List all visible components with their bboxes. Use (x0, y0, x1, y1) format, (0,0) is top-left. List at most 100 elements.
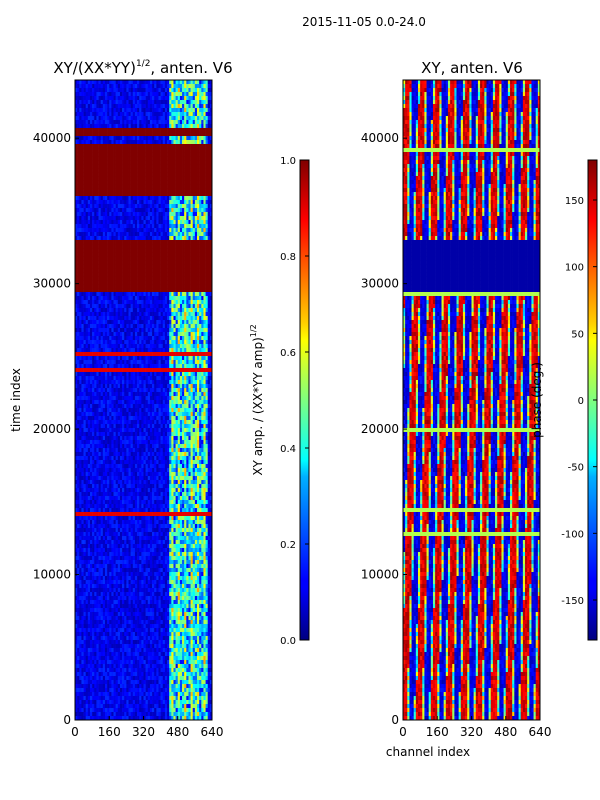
heatmap-cell (145, 160, 149, 165)
heatmap-cell (117, 264, 121, 269)
heatmap-cell (149, 340, 153, 345)
heatmap-cell (132, 244, 136, 249)
heatmap-cell (173, 164, 176, 169)
heatmap-cell (179, 176, 183, 181)
heatmap-cell (201, 108, 204, 113)
heatmap-cell (154, 160, 157, 165)
heatmap-cell (197, 204, 200, 209)
heatmap-cell (128, 276, 131, 281)
heatmap-cell (141, 192, 144, 197)
heatmap-cell (184, 144, 187, 149)
heatmap-cell (205, 84, 209, 89)
heatmap-cell (132, 140, 136, 145)
heatmap-cell (139, 360, 142, 365)
heatmap-cell (122, 376, 125, 381)
heatmap-cell (177, 80, 181, 85)
heatmap-cell (162, 196, 166, 201)
heatmap-cell (107, 348, 110, 353)
heatmap-cell (158, 80, 161, 85)
heatmap-cell (102, 288, 106, 293)
heatmap-cell (167, 304, 170, 309)
heatmap-cell (171, 348, 174, 353)
heatmap-cell (126, 152, 129, 157)
heatmap-cell (102, 260, 106, 265)
heatmap-cell (160, 216, 164, 221)
heatmap-cell (199, 124, 202, 129)
heatmap-cell (160, 324, 164, 329)
heatmap-cell (81, 352, 84, 357)
heatmap-cell (117, 240, 121, 245)
heatmap-cell (128, 272, 131, 277)
heatmap-cell (188, 108, 191, 113)
heatmap-cell (175, 316, 179, 321)
heatmap-cell (111, 324, 114, 329)
heatmap-cell (109, 288, 112, 293)
heatmap-cell (85, 116, 89, 121)
heatmap-cell (77, 112, 80, 117)
heatmap-cell (134, 228, 138, 233)
heatmap-cell (175, 324, 179, 329)
heatmap-cell (158, 300, 161, 305)
heatmap-cell (102, 184, 106, 189)
heatmap-cell (104, 296, 108, 301)
heatmap-cell (143, 108, 146, 113)
heatmap-cell (186, 224, 189, 229)
heatmap-cell (162, 308, 166, 313)
heatmap-cell (124, 156, 127, 161)
heatmap-cell (147, 200, 151, 205)
heatmap-cell (96, 84, 99, 89)
heatmap-cell (115, 276, 119, 281)
heatmap-cell (182, 188, 185, 193)
heatmap-cell (201, 320, 204, 325)
heatmap-cell (152, 320, 155, 325)
heatmap-cell (92, 220, 95, 225)
heatmap-cell (98, 336, 101, 341)
heatmap-cell (201, 328, 204, 333)
heatmap-cell (203, 368, 206, 373)
heatmap-cell (188, 120, 191, 125)
heatmap-cell (77, 312, 80, 317)
heatmap-cell (141, 284, 144, 289)
heatmap-cell (100, 176, 104, 181)
heatmap-cell (184, 356, 187, 361)
heatmap-cell (156, 320, 159, 325)
heatmap-cell (207, 320, 211, 325)
heatmap-cell (152, 384, 155, 389)
heatmap-cell (162, 252, 166, 257)
heatmap-cell (160, 252, 164, 257)
heatmap-cell (145, 216, 149, 221)
heatmap-cell (124, 176, 127, 181)
heatmap-cell (205, 232, 209, 237)
heatmap-cell (184, 320, 187, 325)
heatmap-cell (164, 388, 168, 393)
heatmap-cell (186, 228, 189, 233)
heatmap-cell (119, 268, 123, 273)
heatmap-cell (197, 328, 200, 333)
heatmap-cell (100, 104, 104, 109)
heatmap-cell (190, 308, 194, 313)
heatmap-cell (96, 168, 99, 173)
heatmap-cell (156, 356, 159, 361)
heatmap-cell (184, 228, 187, 233)
heatmap-cell (94, 312, 97, 317)
heatmap-cell (169, 352, 172, 357)
heatmap-cell (164, 124, 168, 129)
heatmap-cell (194, 196, 198, 201)
heatmap-cell (143, 168, 146, 173)
heatmap-cell (188, 240, 191, 245)
heatmap-cell (167, 384, 170, 389)
heatmap-cell (85, 364, 89, 369)
heatmap-cell (102, 248, 106, 253)
heatmap-cell (96, 372, 99, 377)
heatmap-cell (139, 388, 142, 393)
heatmap-cell (145, 184, 149, 189)
heatmap-cell (75, 96, 78, 101)
heatmap-cell (162, 156, 166, 161)
heatmap-cell (117, 232, 121, 237)
heatmap-cell (194, 336, 198, 341)
heatmap-cell (143, 384, 146, 389)
heatmap-cell (145, 192, 149, 197)
heatmap-cell (209, 380, 212, 385)
heatmap-cell (113, 304, 116, 309)
heatmap-cell (156, 208, 159, 213)
